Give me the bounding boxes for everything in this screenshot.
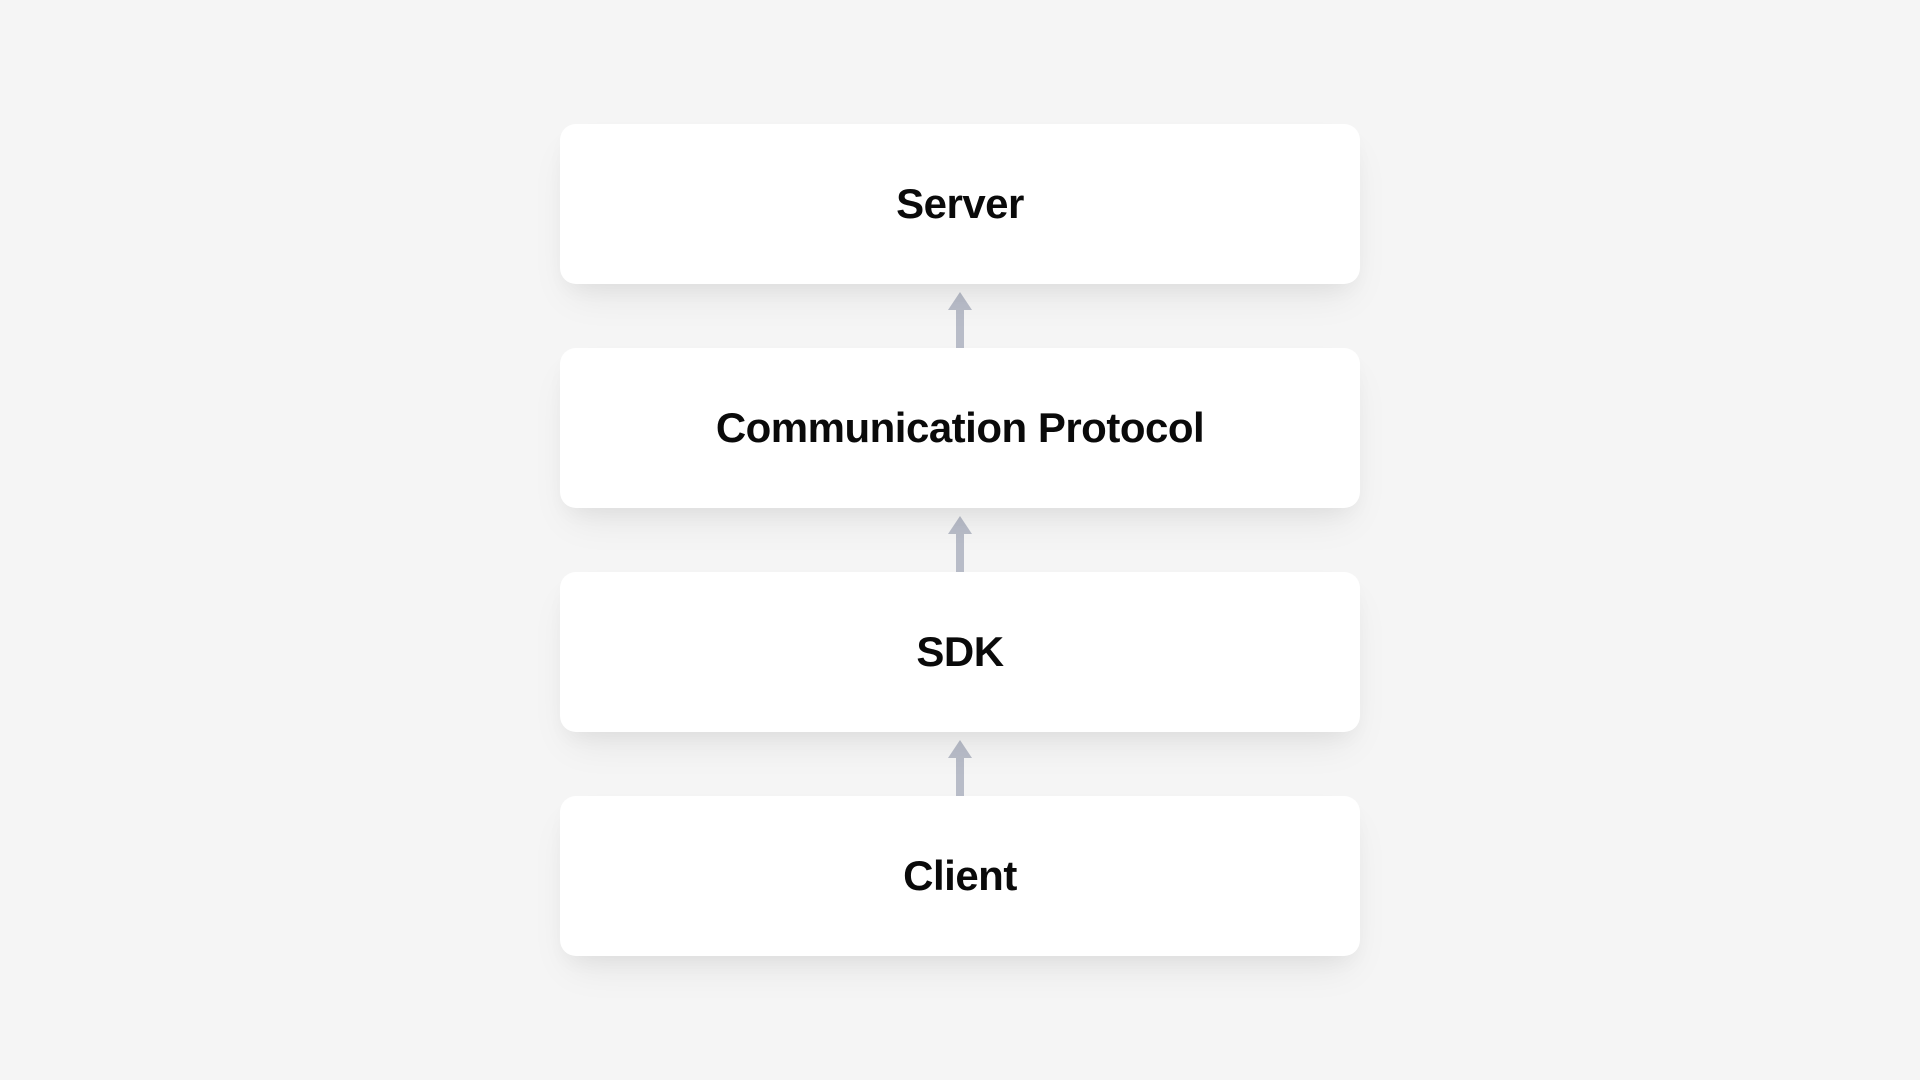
arrow-up: [944, 732, 976, 796]
arrow-up-icon: [944, 732, 976, 796]
layer-label: Client: [903, 852, 1017, 900]
arrow-up-icon: [944, 284, 976, 348]
layer-box-communication-protocol: Communication Protocol: [560, 348, 1360, 508]
arrow-up: [944, 284, 976, 348]
layer-box-server: Server: [560, 124, 1360, 284]
layer-label: SDK: [916, 628, 1003, 676]
arrow-up: [944, 508, 976, 572]
layer-box-client: Client: [560, 796, 1360, 956]
arrow-up-icon: [944, 508, 976, 572]
layer-box-sdk: SDK: [560, 572, 1360, 732]
layer-label: Communication Protocol: [716, 404, 1204, 452]
layer-label: Server: [896, 180, 1024, 228]
layer-stack-diagram: Server Communication Protocol SDK Client: [560, 124, 1360, 956]
